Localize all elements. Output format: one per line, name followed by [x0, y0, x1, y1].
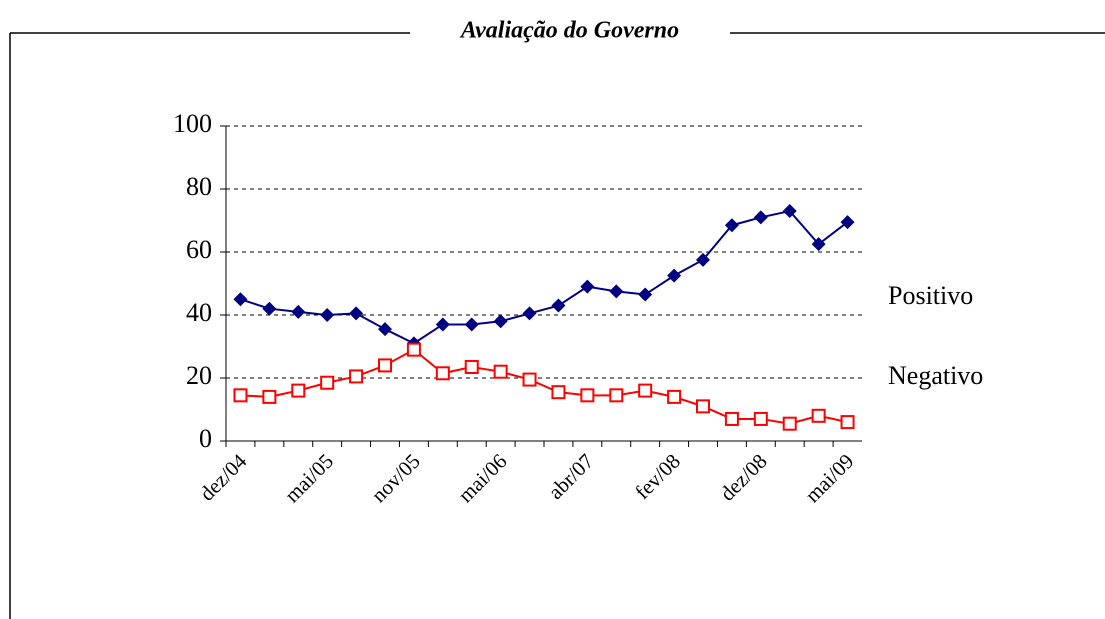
diamond-marker [638, 287, 653, 302]
x-tick-label: mai/05 [280, 449, 338, 507]
diamond-marker [262, 301, 277, 316]
diamond-marker [291, 304, 306, 319]
diamond-marker [551, 298, 566, 313]
x-tick-label: fev/08 [630, 449, 685, 504]
x-tick-label: mai/06 [453, 449, 511, 507]
series-line [240, 209, 849, 345]
y-tick-label: 100 [173, 109, 212, 138]
diamond-marker [233, 292, 248, 307]
diamond-marker [724, 218, 739, 233]
x-tick-label: dez/08 [715, 449, 772, 506]
square-marker [782, 416, 797, 431]
square-marker [349, 369, 364, 384]
series-label: Positivo [888, 281, 973, 310]
x-tick-label: nov/05 [367, 449, 425, 507]
square-marker [464, 359, 479, 374]
diamond-marker [378, 322, 392, 337]
square-marker [724, 411, 739, 426]
series-line [240, 348, 848, 425]
y-tick-label: 80 [186, 172, 212, 201]
square-marker [667, 389, 682, 404]
diamond-marker [609, 284, 624, 299]
square-marker [291, 383, 306, 398]
square-marker [493, 364, 508, 379]
x-tick-label: abr/07 [543, 449, 598, 504]
square-marker [551, 385, 566, 400]
square-marker [522, 372, 537, 387]
square-marker [811, 408, 826, 423]
diamond-marker [320, 308, 335, 322]
square-marker [696, 399, 710, 414]
diamond-marker [522, 306, 537, 321]
diamond-marker [840, 215, 855, 230]
square-marker [580, 388, 595, 403]
diamond-marker [349, 306, 364, 321]
diamond-marker [580, 279, 595, 294]
y-tick-label: 0 [199, 424, 212, 453]
square-marker [406, 342, 421, 357]
diamond-marker [696, 252, 710, 267]
square-marker [638, 383, 653, 398]
square-marker [233, 388, 248, 403]
y-tick-label: 20 [186, 361, 212, 390]
diamond-marker [464, 317, 479, 332]
diamond-marker [811, 237, 826, 252]
diamond-marker [753, 210, 768, 225]
diamond-marker [493, 314, 508, 329]
series-label: Negativo [888, 361, 983, 390]
y-tick-label: 60 [186, 235, 212, 264]
square-marker [609, 388, 624, 403]
square-marker [320, 375, 335, 390]
square-marker [435, 366, 450, 381]
x-tick-label: dez/04 [195, 449, 252, 506]
square-marker [753, 411, 768, 426]
chart-title: Avaliação do Governo [459, 18, 679, 44]
square-marker [262, 389, 277, 404]
diamond-marker [435, 317, 450, 332]
square-marker [840, 415, 855, 430]
diamond-marker [782, 204, 797, 219]
square-marker [378, 358, 392, 373]
x-tick-label: mai/09 [800, 449, 858, 507]
y-tick-label: 40 [186, 298, 212, 327]
diamond-marker [667, 268, 682, 283]
